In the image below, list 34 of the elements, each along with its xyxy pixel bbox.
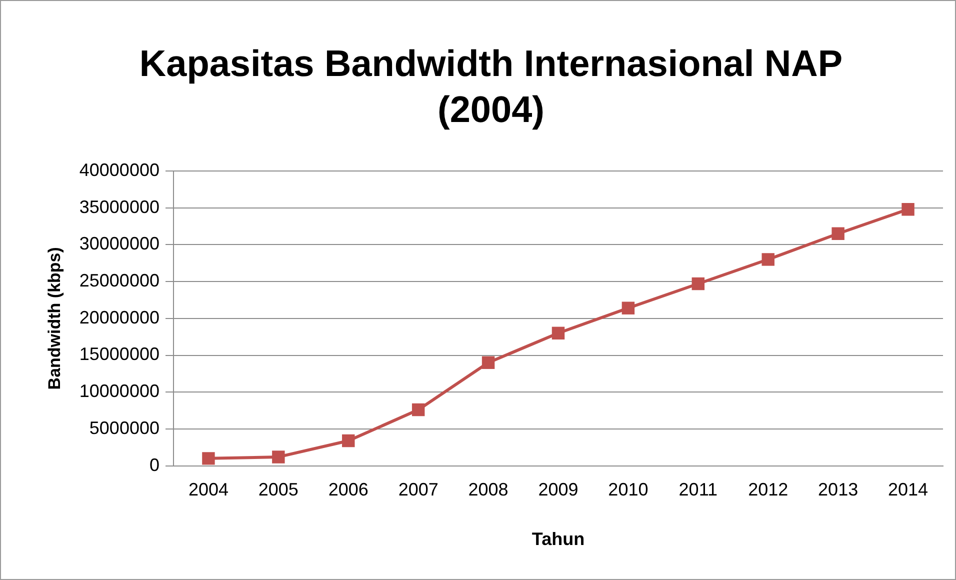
- x-tick-label: 2014: [888, 480, 928, 500]
- point: [762, 253, 774, 266]
- point: [552, 326, 565, 340]
- x-axis-title: Tahun: [532, 529, 585, 550]
- x-tick-label: 2013: [818, 480, 858, 500]
- x-tick-label: 2010: [608, 480, 648, 500]
- x-tick-label: 2004: [188, 480, 228, 500]
- point: [832, 227, 844, 240]
- point: [342, 434, 355, 448]
- y-tick-label: 15000000: [79, 344, 160, 364]
- y-tick-label: 30000000: [79, 234, 160, 254]
- y-tick-label: 5000000: [89, 418, 160, 438]
- x-tick-label: 2008: [468, 480, 508, 500]
- y-tick-label: 10000000: [79, 381, 160, 402]
- x-tick-label: 2012: [748, 480, 788, 500]
- point: [622, 302, 635, 314]
- x-tick-label: 2011: [678, 480, 718, 500]
- y-tick-label: 40000000: [79, 160, 160, 180]
- point: [412, 403, 425, 416]
- point: [902, 202, 914, 216]
- x-tick-label: 2007: [398, 480, 438, 500]
- y-tick-label: 0: [149, 454, 160, 475]
- y-tick-label: 35000000: [79, 196, 160, 217]
- y-tick-label: 20000000: [79, 307, 160, 328]
- point: [272, 450, 285, 464]
- point: [482, 356, 495, 369]
- point: [202, 452, 215, 465]
- point: [692, 277, 705, 290]
- chart-title: Kapasitas Bandwidth Internasional NAP (2004): [138, 42, 844, 132]
- y-tick-label: 25000000: [79, 270, 160, 291]
- x-tick-label: 2009: [538, 480, 578, 500]
- y-axis-title: Bandwidth (kbps): [44, 247, 64, 390]
- x-tick-label: 2005: [258, 480, 298, 500]
- x-tick-label: 2006: [328, 480, 368, 500]
